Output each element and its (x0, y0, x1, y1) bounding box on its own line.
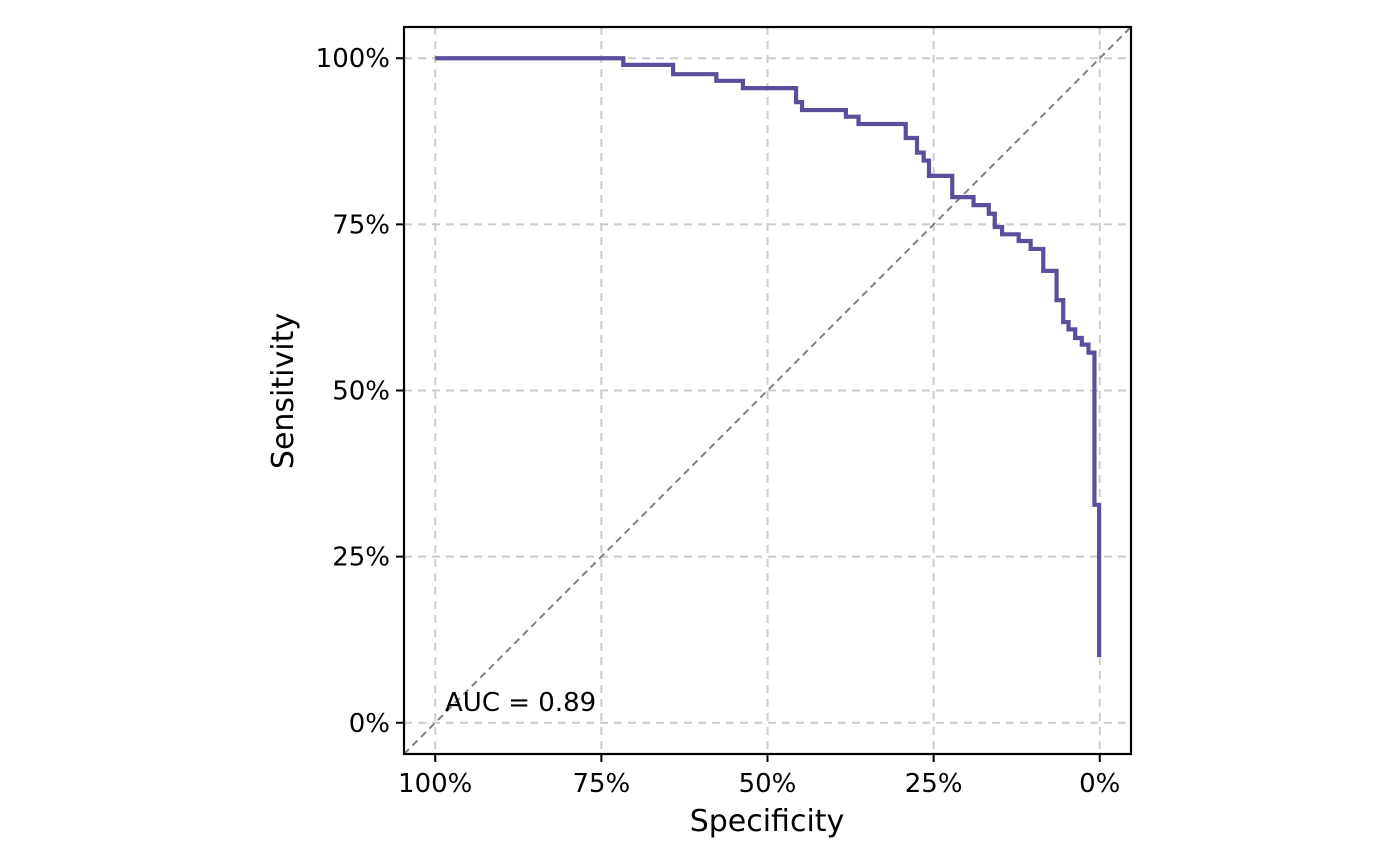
y-tick-label: 25% (332, 543, 390, 573)
y-axis-ticks: 0% 25% 50% 75% 100% (316, 44, 404, 739)
x-axis-title: Specificity (690, 804, 845, 839)
y-tick-label: 100% (316, 44, 390, 74)
x-axis-ticks: 100% 75% 50% 25% 0% (398, 754, 1120, 799)
y-tick-label: 50% (332, 377, 390, 407)
roc-curve-series (435, 56, 1102, 657)
x-tick-label: 0% (1079, 769, 1120, 799)
annotation-auc: AUC = 0.89 (445, 688, 596, 718)
reference-line (403, 26, 1132, 755)
x-tick-label: 50% (739, 769, 797, 799)
roc-curve-line (435, 56, 1102, 657)
x-tick-label: 100% (398, 769, 472, 799)
reference-diagonal (403, 26, 1132, 755)
y-tick-label: 75% (332, 210, 390, 240)
y-tick-label: 0% (349, 709, 390, 739)
x-tick-label: 75% (572, 769, 630, 799)
x-tick-label: 25% (905, 769, 963, 799)
y-axis-title: Sensitivity (266, 313, 301, 469)
